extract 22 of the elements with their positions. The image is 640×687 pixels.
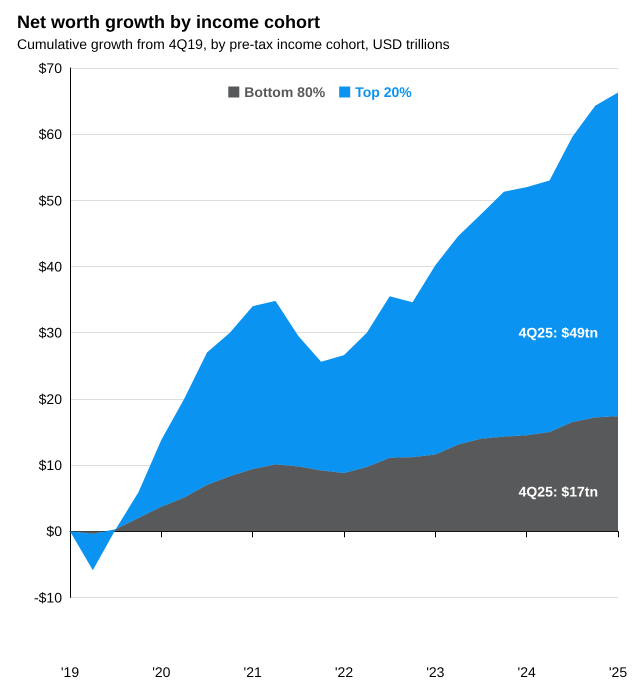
legend-label: Top 20% xyxy=(355,84,412,100)
y-tick-label: $20 xyxy=(38,390,62,407)
y-tick-label: $30 xyxy=(38,324,62,341)
legend-label: Bottom 80% xyxy=(244,84,326,100)
x-tick-label: '19 xyxy=(60,664,80,680)
annotation: 4Q25: $49tn xyxy=(518,324,598,341)
x-tick-label: '25 xyxy=(608,664,628,680)
y-tick-label: $10 xyxy=(38,457,62,474)
x-tick-label: '22 xyxy=(334,664,354,680)
y-tick-label: -$10 xyxy=(34,589,62,606)
y-tick-label: $70 xyxy=(38,60,62,76)
chart-title: Net worth growth by income cohort xyxy=(17,12,320,32)
x-tick-label: '21 xyxy=(244,664,262,680)
chart-subtitle: Cumulative growth from 4Q19, by pre-tax income cohort, USD trillions xyxy=(17,36,450,52)
annotation: 4Q25: $17tn xyxy=(518,484,598,500)
x-tick-label: '24 xyxy=(518,664,536,680)
x-tick-label: '20 xyxy=(152,664,171,680)
y-tick-label: $40 xyxy=(38,258,62,275)
x-tick-label: '23 xyxy=(426,664,445,680)
y-tick-label: $0 xyxy=(46,523,62,540)
y-tick-label: $50 xyxy=(38,192,62,208)
y-tick-label: $60 xyxy=(38,126,62,142)
